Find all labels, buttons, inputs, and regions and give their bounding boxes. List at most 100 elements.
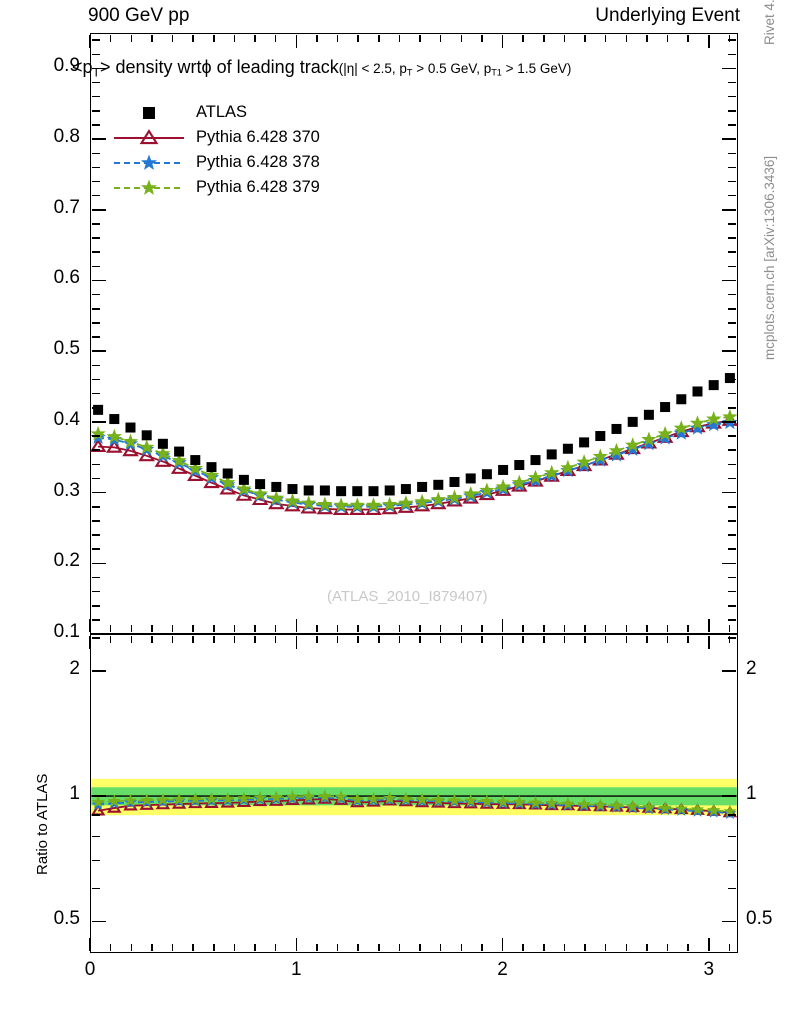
tick-mark [543, 635, 545, 643]
tick-mark [130, 34, 133, 42]
tick-mark [91, 194, 100, 197]
tick-mark [233, 944, 236, 952]
tick-mark [722, 920, 737, 923]
tick-mark [91, 637, 100, 639]
tick-mark [604, 625, 607, 633]
tick-mark [722, 633, 737, 635]
tick-mark [728, 53, 737, 55]
tick-mark [171, 34, 174, 42]
tick-mark [233, 625, 236, 633]
tick-mark [316, 635, 318, 643]
tick-mark [91, 477, 100, 480]
series-Pythia-6.428-378 [90, 414, 738, 514]
tick-mark [91, 407, 100, 409]
tick-mark [708, 938, 710, 952]
y-tick-label-ratio: 2 [69, 657, 80, 679]
tick-mark [460, 635, 463, 643]
tick-mark [501, 34, 504, 48]
tick-mark [274, 34, 277, 42]
tick-mark [687, 944, 689, 952]
legend-marker-square-icon [112, 102, 186, 124]
tick-mark [91, 548, 100, 550]
tick-mark [419, 34, 421, 42]
tick-mark [91, 265, 100, 268]
tick-mark [481, 944, 483, 952]
tick-mark [522, 635, 524, 643]
tick-mark [722, 138, 737, 140]
tick-mark [91, 835, 100, 838]
tick-mark [91, 605, 100, 607]
tick-mark [563, 34, 566, 42]
tick-mark [501, 619, 504, 633]
tick-mark [151, 625, 153, 633]
x-tick-label: 1 [290, 959, 302, 980]
legend-item[interactable]: Pythia 6.428 378 [112, 150, 320, 175]
tick-mark [378, 635, 380, 643]
tick-mark [357, 944, 359, 952]
tick-mark [728, 506, 737, 508]
tick-mark [708, 34, 710, 48]
tick-mark [563, 944, 566, 952]
tick-mark [687, 625, 689, 633]
tick-mark [604, 635, 607, 643]
tick-mark [91, 506, 100, 508]
tick-mark [604, 34, 607, 42]
tick-mark [728, 293, 737, 296]
tick-mark [439, 635, 442, 643]
tick-mark [357, 635, 359, 643]
tick-mark [89, 938, 91, 952]
legend-item[interactable]: Pythia 6.428 370 [112, 125, 320, 150]
tick-mark [91, 293, 100, 296]
tick-mark [728, 364, 737, 367]
tick-mark [666, 944, 669, 952]
tick-mark [91, 920, 106, 923]
tick-mark [254, 625, 256, 633]
tick-mark [501, 635, 504, 649]
tick-mark [687, 34, 689, 42]
tick-mark [91, 223, 100, 225]
tick-mark [728, 534, 737, 536]
y-tick-label-main: 0.9 [53, 55, 80, 77]
tick-mark [91, 576, 100, 579]
tick-mark [295, 619, 298, 633]
tick-mark [728, 152, 737, 154]
legend: ATLAS Pythia 6.428 370 Pythia 6.428 378 Pyt… [112, 100, 320, 200]
y-tick-label-main: 0.1 [53, 621, 80, 642]
tick-mark [722, 795, 737, 797]
tick-mark [151, 34, 153, 42]
tick-mark [398, 625, 401, 633]
tick-mark [91, 421, 106, 423]
tick-mark [501, 938, 504, 952]
tick-mark [91, 795, 106, 797]
tick-mark [687, 635, 689, 643]
tick-mark [728, 34, 731, 42]
main-plot-panel [90, 33, 738, 634]
legend-item[interactable]: ATLAS [112, 100, 320, 125]
series-Pythia-6.428-379 [90, 408, 738, 512]
tick-mark [666, 625, 669, 633]
legend-marker-triangle-open-icon [112, 127, 186, 149]
y-tick-label-ratio: 0.5 [53, 908, 80, 930]
tick-mark [109, 34, 112, 42]
tick-mark [728, 237, 737, 239]
tick-mark [584, 625, 586, 633]
tick-mark [666, 635, 669, 643]
tick-mark [728, 835, 737, 838]
y-tick-label-ratio-right: 0.5 [746, 908, 773, 930]
y-tick-label-main: 0.8 [53, 126, 80, 148]
tick-mark [91, 534, 100, 536]
y-tick-label-main: 0.3 [53, 479, 80, 501]
tick-mark [192, 625, 194, 633]
tick-mark [522, 34, 524, 42]
tick-mark [91, 619, 100, 621]
tick-mark [625, 34, 628, 42]
legend-item[interactable]: Pythia 6.428 379 [112, 175, 320, 200]
series-ratio-Pythia-6.428-379 [91, 789, 737, 818]
tick-mark [295, 34, 298, 48]
tick-mark [728, 859, 737, 862]
tick-mark [728, 814, 737, 816]
tick-mark [91, 209, 106, 211]
page-title: <pT> density wrtϕ of leading track(|η| <… [72, 57, 571, 79]
tick-mark [439, 944, 442, 952]
tick-mark [91, 814, 100, 816]
